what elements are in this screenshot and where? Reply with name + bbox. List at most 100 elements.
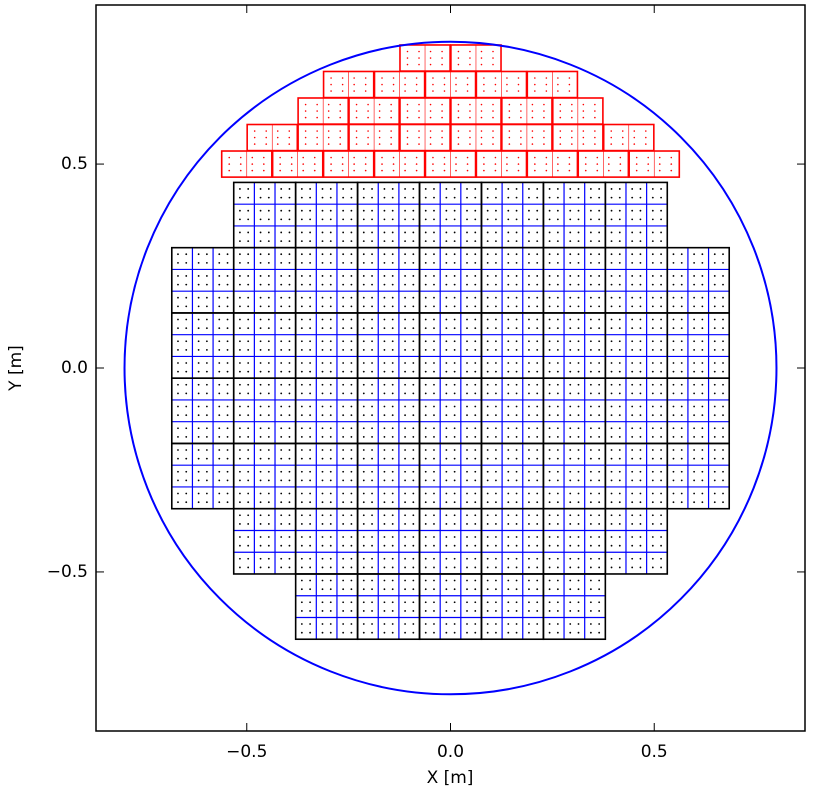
pixel-dot — [367, 143, 369, 145]
pixel-dot — [722, 340, 724, 343]
pixel-dot — [631, 340, 634, 343]
pixel-dot — [610, 501, 613, 504]
pixel-dot — [486, 631, 489, 634]
pixel-dot — [342, 231, 345, 234]
pixel-dot — [412, 514, 415, 517]
pixel-dot — [520, 130, 522, 132]
pixel-dot — [342, 470, 345, 473]
pixel-dot — [556, 283, 559, 286]
pixel-dot — [309, 349, 312, 351]
pixel-dot — [412, 362, 415, 364]
pixel-dot — [651, 536, 654, 538]
pixel-dot — [568, 90, 571, 92]
pixel-dot — [371, 523, 373, 525]
module-outline — [294, 312, 359, 379]
pixel-dot — [486, 427, 489, 430]
pixel-dot — [486, 566, 489, 569]
pixel-dot — [528, 470, 530, 473]
pixel-dot — [584, 163, 587, 165]
pixel-dot — [355, 116, 358, 119]
module-outline — [418, 573, 483, 641]
pixel-dot — [391, 362, 394, 364]
pixel-dot — [321, 631, 324, 634]
pixel-dot — [466, 340, 468, 343]
pixel-dot — [651, 544, 654, 547]
pixel-dot — [177, 470, 179, 473]
module-outline — [666, 312, 731, 379]
pixel-dot — [486, 188, 489, 190]
pixel-dot — [536, 566, 539, 569]
pixel-dot — [350, 188, 353, 190]
module-outline — [232, 377, 297, 445]
pixel-dot — [239, 209, 241, 212]
pixel-dot — [589, 305, 592, 308]
outer-module — [501, 123, 553, 152]
pixel-dot — [466, 579, 468, 582]
pixel-dot — [474, 566, 477, 569]
pixel-dot — [660, 196, 662, 199]
pixel-dot — [371, 327, 373, 330]
pixel-dot — [722, 457, 724, 460]
pixel-dot — [548, 218, 551, 221]
pixel-dot — [350, 544, 353, 547]
pixel-dot — [660, 209, 662, 212]
pixel-dot — [486, 327, 489, 330]
pixel-dot — [353, 163, 355, 165]
pixel-dot — [239, 501, 241, 504]
pixel-dot — [383, 275, 386, 277]
pixel-dot — [288, 240, 291, 243]
pixel-dot — [639, 327, 642, 330]
pixel-dot — [441, 136, 443, 139]
pixel-dot — [327, 116, 330, 119]
module — [356, 312, 421, 379]
pixel-dot — [226, 470, 229, 473]
pixel-dot — [327, 136, 330, 139]
pixel-dot — [355, 136, 358, 139]
pixel-dot — [639, 296, 642, 299]
pixel-dot — [280, 209, 283, 212]
pixel-dot — [330, 163, 332, 165]
pixel-dot — [556, 536, 559, 538]
pixel-dot — [559, 116, 562, 119]
pixel-dot — [280, 544, 283, 547]
pixel-dot — [342, 457, 345, 460]
pixel-dot — [445, 536, 448, 538]
pixel-dot — [639, 188, 642, 190]
pixel-dot — [239, 544, 241, 547]
pixel-dot — [453, 188, 456, 190]
pixel-dot — [577, 588, 580, 591]
pixel-dot — [528, 588, 530, 591]
pixel-dot — [495, 544, 497, 547]
pixel-dot — [598, 436, 601, 438]
pixel-dot — [259, 349, 262, 351]
pixel-dot — [362, 305, 365, 308]
pixel-dot — [618, 544, 621, 547]
pixel-dot — [280, 340, 283, 343]
pixel-dot — [507, 253, 510, 256]
pixel-dot — [635, 163, 638, 165]
pixel-dot — [362, 318, 365, 321]
pixel-dot — [618, 492, 621, 495]
outer-module-outline — [602, 123, 655, 152]
pixel-dot — [466, 305, 468, 308]
pixel-dot — [378, 143, 381, 145]
pixel-dot — [577, 362, 580, 364]
pixel-dot — [577, 327, 580, 330]
pixel-dot — [383, 501, 386, 504]
pixel-dot — [495, 514, 497, 517]
pixel-dot — [259, 470, 262, 473]
pixel-dot — [483, 90, 485, 92]
pixel-dot — [406, 50, 409, 53]
pixel-dot — [443, 77, 446, 79]
pixel-dot — [392, 83, 395, 86]
pixel-dot — [486, 253, 489, 256]
outer-module — [450, 123, 502, 152]
pixel-dot — [267, 501, 270, 504]
pixel-dot — [267, 327, 270, 330]
pixel-dot — [680, 501, 683, 504]
pixel-dot — [412, 601, 415, 604]
pixel-dot — [371, 588, 373, 591]
pixel-dot — [577, 392, 580, 395]
pixel-dot — [631, 296, 634, 299]
pixel-dot — [433, 383, 435, 386]
